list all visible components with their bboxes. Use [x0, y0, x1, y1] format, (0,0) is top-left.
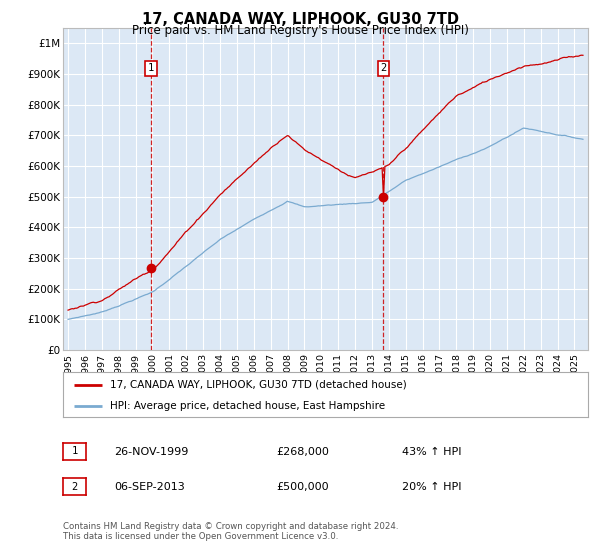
- Text: 2: 2: [71, 482, 77, 492]
- Text: 43% ↑ HPI: 43% ↑ HPI: [402, 447, 461, 457]
- Text: 1: 1: [148, 63, 154, 73]
- Text: 2: 2: [380, 63, 386, 73]
- Text: HPI: Average price, detached house, East Hampshire: HPI: Average price, detached house, East…: [110, 401, 385, 411]
- Text: £500,000: £500,000: [276, 482, 329, 492]
- Text: Contains HM Land Registry data © Crown copyright and database right 2024.
This d: Contains HM Land Registry data © Crown c…: [63, 522, 398, 542]
- Text: 1: 1: [71, 446, 77, 456]
- Text: £268,000: £268,000: [276, 447, 329, 457]
- Text: 06-SEP-2013: 06-SEP-2013: [114, 482, 185, 492]
- Text: 20% ↑ HPI: 20% ↑ HPI: [402, 482, 461, 492]
- Text: 26-NOV-1999: 26-NOV-1999: [114, 447, 188, 457]
- Text: 17, CANADA WAY, LIPHOOK, GU30 7TD: 17, CANADA WAY, LIPHOOK, GU30 7TD: [142, 12, 458, 27]
- Text: 17, CANADA WAY, LIPHOOK, GU30 7TD (detached house): 17, CANADA WAY, LIPHOOK, GU30 7TD (detac…: [110, 380, 407, 390]
- Text: Price paid vs. HM Land Registry's House Price Index (HPI): Price paid vs. HM Land Registry's House …: [131, 24, 469, 36]
